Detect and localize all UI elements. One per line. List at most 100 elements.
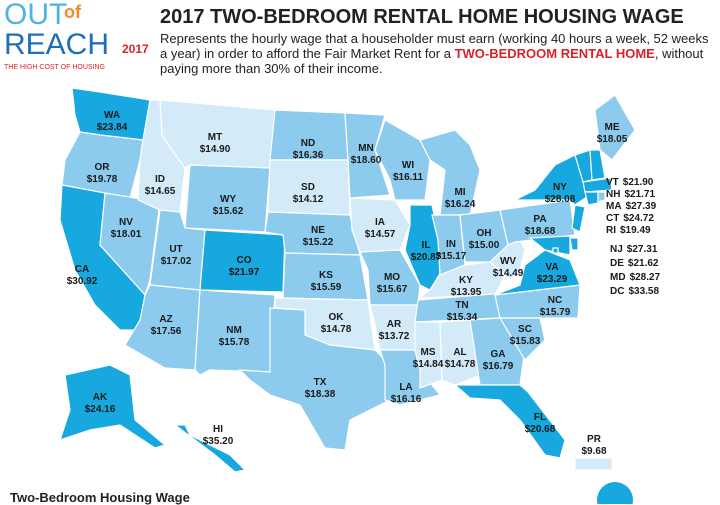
state-abbr: MO (384, 272, 400, 283)
state-wage: $16.36 (293, 150, 324, 161)
state-shape (569, 237, 579, 251)
state-wage: $18.01 (111, 229, 142, 240)
state-wage: $15.59 (311, 282, 342, 293)
state-shape (589, 149, 606, 181)
state-abbr: NY (553, 182, 567, 193)
state-wage: $14.49 (493, 268, 524, 279)
state-label: NH $21.71 (606, 189, 655, 200)
state-abbr: WI (402, 160, 414, 171)
state-abbr: OR (95, 162, 111, 173)
state-abbr: NC (548, 295, 562, 306)
state-abbr: MD (610, 272, 626, 283)
state-wage: $15.62 (213, 206, 244, 217)
state-abbr: WY (220, 194, 236, 205)
state-label: MD $28.27 (610, 272, 661, 283)
state-shape (528, 235, 571, 256)
state-shape (344, 112, 391, 199)
state-wage: $18.60 (351, 155, 382, 166)
state-shape (59, 364, 167, 449)
state-abbr: UT (169, 244, 182, 255)
state-wage: $28.08 (545, 194, 576, 205)
state-abbr: NH (606, 189, 620, 200)
state-label: VT $21.90 (606, 177, 654, 188)
state-shape (584, 191, 599, 206)
state-abbr: PA (533, 214, 546, 225)
logo-of: of (64, 2, 81, 22)
state-abbr: MA (606, 201, 622, 212)
state-abbr: IA (375, 217, 385, 228)
description-text: , without paying more than 30% of their … (160, 46, 704, 76)
state-wage: $27.31 (627, 244, 658, 255)
state-abbr: NE (311, 225, 325, 236)
state-wage: $18.05 (597, 134, 628, 145)
state-wage: $14.65 (145, 186, 176, 197)
state-wage: $15.83 (510, 336, 541, 347)
state-abbr: CA (75, 264, 89, 275)
state-shape (582, 177, 613, 193)
state-wage: $18.68 (525, 226, 556, 237)
state-abbr: RI (606, 225, 616, 236)
state-label: RI $19.49 (606, 225, 651, 236)
state-abbr: TN (455, 300, 468, 311)
state-label: MA $27.39 (606, 201, 657, 212)
state-wage: $14.90 (200, 144, 231, 155)
state-wage: $35.20 (203, 436, 234, 447)
state-wage: $16.11 (393, 172, 423, 183)
state-shape (594, 94, 636, 161)
state-wage: $28.27 (630, 272, 661, 283)
state-wage: $21.62 (628, 258, 659, 269)
logo-reach: REACH (4, 28, 110, 61)
state-wage: $33.58 (628, 286, 659, 297)
state-shape (439, 319, 481, 386)
state-abbr: NM (226, 325, 242, 336)
state-wage: $19.49 (620, 225, 651, 236)
state-abbr: IL (422, 240, 431, 251)
state-wage: $15.79 (540, 307, 571, 318)
state-wage: $15.78 (219, 337, 250, 348)
state-wage: $21.71 (624, 189, 655, 200)
state-wage: $30.92 (67, 276, 98, 287)
state-wage: $13.95 (451, 287, 482, 298)
state-abbr: SC (518, 324, 532, 335)
state-wage: $15.17 (436, 251, 467, 262)
decor-circle (597, 482, 633, 504)
state-wage: $14.78 (321, 324, 352, 335)
state-abbr: CO (237, 255, 252, 266)
logo-out: OUT (4, 0, 68, 31)
state-wage: $13.72 (379, 331, 410, 342)
legend-title: Two-Bedroom Housing Wage (10, 490, 190, 505)
state-label: DE $21.62 (610, 258, 659, 269)
state-abbr: HI (213, 424, 223, 435)
state-abbr: AR (387, 319, 402, 330)
state-shape (173, 424, 247, 473)
state-wage: $18.38 (305, 389, 336, 400)
state-abbr: DC (610, 286, 624, 297)
description-text: Represents the hourly wage that a househ… (160, 31, 709, 61)
state-abbr: AZ (159, 314, 172, 325)
state-shape (571, 204, 586, 233)
state-abbr: FL (534, 412, 546, 423)
state-abbr: KS (319, 270, 333, 281)
state-shape (574, 457, 613, 471)
state-wage: $20.87 (411, 252, 442, 263)
state-shape (238, 307, 391, 451)
description-highlight: TWO-BEDROOM RENTAL HOME (454, 46, 655, 61)
state-abbr: DE (610, 258, 624, 269)
state-wage: $14.84 (413, 359, 444, 370)
state-label: CT $24.72 (606, 213, 654, 224)
state-abbr: TX (314, 377, 327, 388)
logo-year: 2017 (122, 42, 149, 56)
state-shape (489, 239, 526, 281)
state-wage: $23.29 (537, 274, 568, 285)
state-abbr: MN (358, 143, 374, 154)
state-abbr: IN (446, 239, 456, 250)
state-abbr: MS (421, 347, 436, 358)
state-wage: $24.16 (85, 404, 116, 415)
state-wage: $15.34 (447, 312, 478, 323)
state-abbr: ND (301, 138, 315, 149)
state-abbr: MT (208, 132, 222, 143)
state-abbr: VA (545, 262, 558, 273)
state-wage: $17.02 (161, 256, 192, 267)
